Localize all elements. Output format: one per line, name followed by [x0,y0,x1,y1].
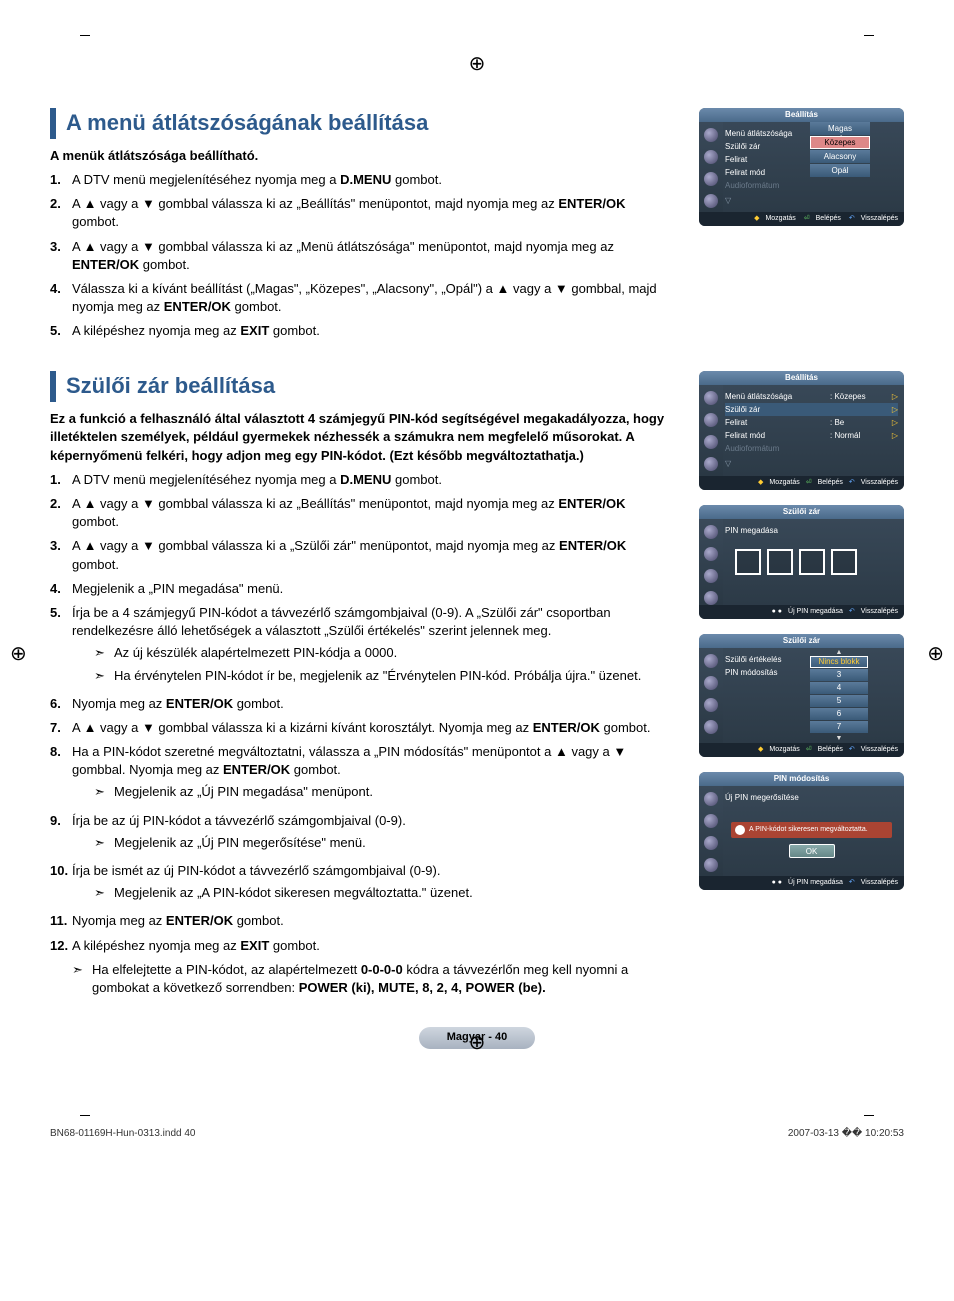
step-item: 9.Írja be az új PIN-kódot a távvezérlő s… [50,812,674,856]
osd-panel-settings: Beállítás Menü átlátszósága: Közepes▷Szü… [699,371,904,489]
step-item: 5.Írja be a 4 számjegyű PIN-kódot a távv… [50,604,674,689]
crop-mark [864,1115,874,1116]
osd-panel-transparency: Beállítás Menü átlátszósága:Szülői zárFe… [699,108,904,226]
step-item: 12.A kilépéshez nyomja meg az EXIT gombo… [50,937,674,955]
step-item: 3.A ▲ vagy a ▼ gombbal válassza ki a „Sz… [50,537,674,573]
osd-panel-rating: Szülői zár Szülői értékelés:PIN módosítá… [699,634,904,757]
ok-button[interactable]: OK [789,844,835,858]
step-item: 6.Nyomja meg az ENTER/OK gombot. [50,695,674,713]
step-item: 5.A kilépéshez nyomja meg az EXIT gombot… [50,322,674,340]
step-item: 2.A ▲ vagy a ▼ gombbal válassza ki az „B… [50,195,674,231]
osd-panel-pin-confirm: PIN módosítás Új PIN megerősítése A PIN-… [699,772,904,890]
clock-icon [704,150,718,164]
info-icon [735,825,745,835]
section2-heading: Szülői zár beállítása [50,371,674,402]
section1-heading: A menü átlátszóságának beállítása [50,108,674,139]
section2-footnote: ➣Ha elfelejtette a PIN-kódot, az alapért… [72,961,674,997]
section1-steps: 1.A DTV menü megjelenítéséhez nyomja meg… [50,171,674,341]
crop-mark [864,35,874,36]
step-item: 10.Írja be ismét az új PIN-kódot a távve… [50,862,674,906]
step-item: 4.Megjelenik a „PIN megadása" menü. [50,580,674,598]
osd-panel-pin-entry: Szülői zár PIN megadása ● ●Új PIN megadá… [699,505,904,619]
lang-icon [704,194,718,208]
step-item: 8.Ha a PIN-kódot szeretné megváltoztatni… [50,743,674,806]
section2-steps: 1.A DTV menü megjelenítéséhez nyomja meg… [50,471,674,955]
registration-mark-bottom [50,1029,904,1057]
print-timestamp: 2007-03-13 �� 10:20:53 [788,1127,904,1141]
panel-side-icons [699,122,723,212]
step-item: 3.A ▲ vagy a ▼ gombbal válassza ki az „M… [50,238,674,274]
step-item: 4.Válassza ki a kívánt beállítást („Maga… [50,280,674,316]
rating-options: ▲ Nincs blokk34567 ▼ [810,648,868,742]
step-item: 11.Nyomja meg az ENTER/OK gombot. [50,912,674,930]
indd-filename: BN68-01169H-Hun-0313.indd 40 [50,1127,195,1141]
success-message: A PIN-kódot sikeresen megváltoztatta. [731,822,892,838]
step-item: 1.A DTV menü megjelenítéséhez nyomja meg… [50,471,674,489]
step-item: 2.A ▲ vagy a ▼ gombbal válassza ki az „B… [50,495,674,531]
panel-footer: ◆Mozgatás ⏎Belépés ↶Visszalépés [699,212,904,226]
section1-intro: A menük átlátszósága beállítható. [50,147,674,165]
section2-intro: Ez a funkció a felhasználó által választ… [50,410,674,465]
pin-input-boxes [735,549,898,575]
registration-mark-top [50,50,904,78]
crop-mark [80,35,90,36]
crop-mark [80,1115,90,1116]
print-metadata: BN68-01169H-Hun-0313.indd 40 2007-03-13 … [50,1127,904,1141]
registration-mark-left: ⊕ [10,640,27,668]
globe-icon [704,128,718,142]
step-item: 1.A DTV menü megjelenítéséhez nyomja meg… [50,171,674,189]
panel-title: Beállítás [699,108,904,122]
gear-icon [704,172,718,186]
registration-mark-right: ⊕ [927,640,944,668]
step-item: 7.A ▲ vagy a ▼ gombbal válassza ki a kiz… [50,719,674,737]
